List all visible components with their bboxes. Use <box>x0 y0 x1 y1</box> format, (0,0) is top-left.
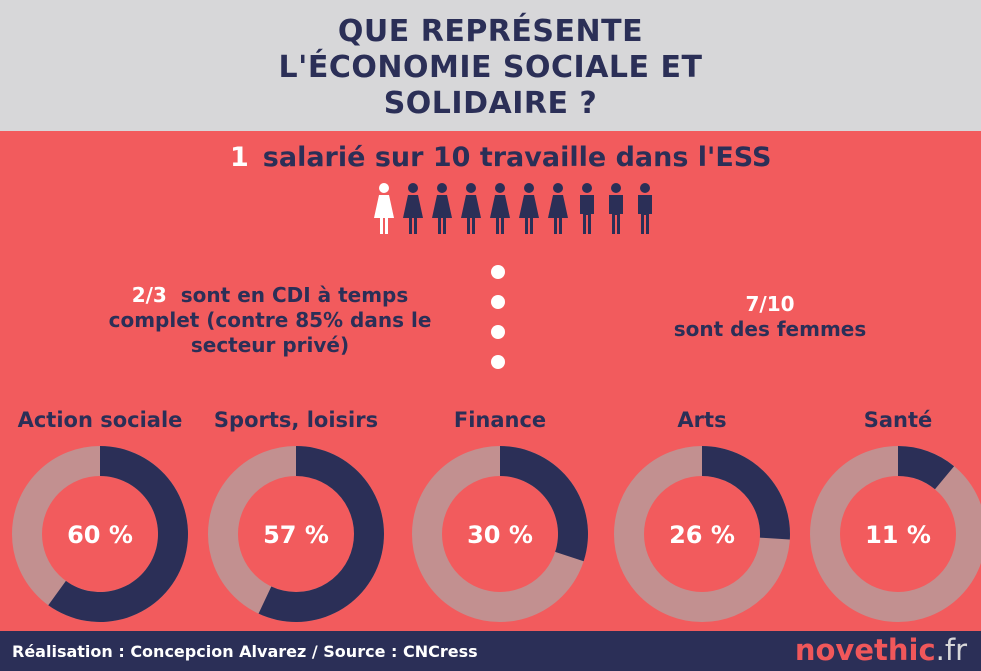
title-line-1: QUE REPRÉSENTE <box>337 14 644 49</box>
stat-cdi-line2: complet (contre 85% dans le <box>108 308 432 332</box>
donut-svg: 11 % <box>810 446 981 622</box>
donut-chart: Santé 11 % <box>798 404 981 624</box>
category-label: Finance <box>453 408 547 432</box>
data-label: 57 % <box>263 521 329 549</box>
category-label: Arts <box>677 408 727 432</box>
data-label: 30 % <box>467 521 533 549</box>
person-icon <box>638 183 652 234</box>
divider-dot <box>491 355 505 369</box>
donut-svg: 30 % <box>412 446 588 622</box>
data-label: 11 % <box>865 521 931 549</box>
footer: Réalisation : Concepcion Alvarez / Sourc… <box>0 631 981 671</box>
stat-women: 7/10 sont des femmes <box>640 292 900 342</box>
divider-dot <box>491 295 505 309</box>
person-icon <box>461 183 481 234</box>
donut-slice <box>898 446 955 490</box>
credit-text: Réalisation : Concepcion Alvarez / Sourc… <box>12 642 478 661</box>
people-row <box>374 183 652 234</box>
brand-name: novethic <box>794 633 936 667</box>
person-icon <box>580 183 594 234</box>
donut-chart: Arts 26 % <box>602 404 802 624</box>
brand-tld: .fr <box>935 633 967 667</box>
donut-svg: 26 % <box>614 446 790 622</box>
stat-cdi-highlight: 2/3 <box>131 283 167 307</box>
person-icon <box>519 183 539 234</box>
stat-cdi: 2/3 sont en CDI à temps complet (contre … <box>60 283 480 358</box>
donut-svg: 57 % <box>208 446 384 622</box>
title-line-2: L'ÉCONOMIE SOCIALE ET <box>278 50 703 85</box>
person-icon <box>403 183 423 234</box>
donut-slice <box>702 446 790 540</box>
donut-chart: Finance 30 % <box>400 404 600 624</box>
person-icon <box>432 183 452 234</box>
donut-slice <box>500 446 588 562</box>
headline: 1 salarié sur 10 travaille dans l'ESS <box>230 142 850 173</box>
person-icon <box>374 183 394 234</box>
donut-chart: Sports, loisirs 57 % <box>196 404 396 624</box>
data-label: 26 % <box>669 521 735 549</box>
stat-women-text: sont des femmes <box>673 317 867 341</box>
stat-cdi-line3: secteur privé) <box>190 333 350 357</box>
title-line-3: SOLIDAIRE ? <box>383 86 598 121</box>
headline-text: salarié sur 10 travaille dans l'ESS <box>262 142 772 173</box>
stat-cdi-line1: sont en CDI à temps <box>180 283 409 307</box>
headline-number: 1 <box>230 142 249 173</box>
divider-dot <box>491 325 505 339</box>
stat-women-highlight: 7/10 <box>745 292 795 316</box>
brand-logo: novethic.fr <box>795 633 967 667</box>
donut-svg: 60 % <box>12 446 189 622</box>
data-label: 60 % <box>67 521 133 549</box>
donut-chart: Action sociale 60 % <box>0 404 200 624</box>
category-label: Santé <box>863 408 933 432</box>
donut-slice <box>258 446 384 622</box>
person-icon <box>609 183 623 234</box>
header-band: QUE REPRÉSENTE L'ÉCONOMIE SOCIALE ET SOL… <box>0 0 981 131</box>
person-icon <box>490 183 510 234</box>
category-label: Action sociale <box>17 408 183 432</box>
divider-dots <box>486 265 510 375</box>
category-label: Sports, loisirs <box>213 408 379 432</box>
divider-dot <box>491 265 505 279</box>
person-icon <box>548 183 568 234</box>
donut-slice <box>48 446 189 622</box>
